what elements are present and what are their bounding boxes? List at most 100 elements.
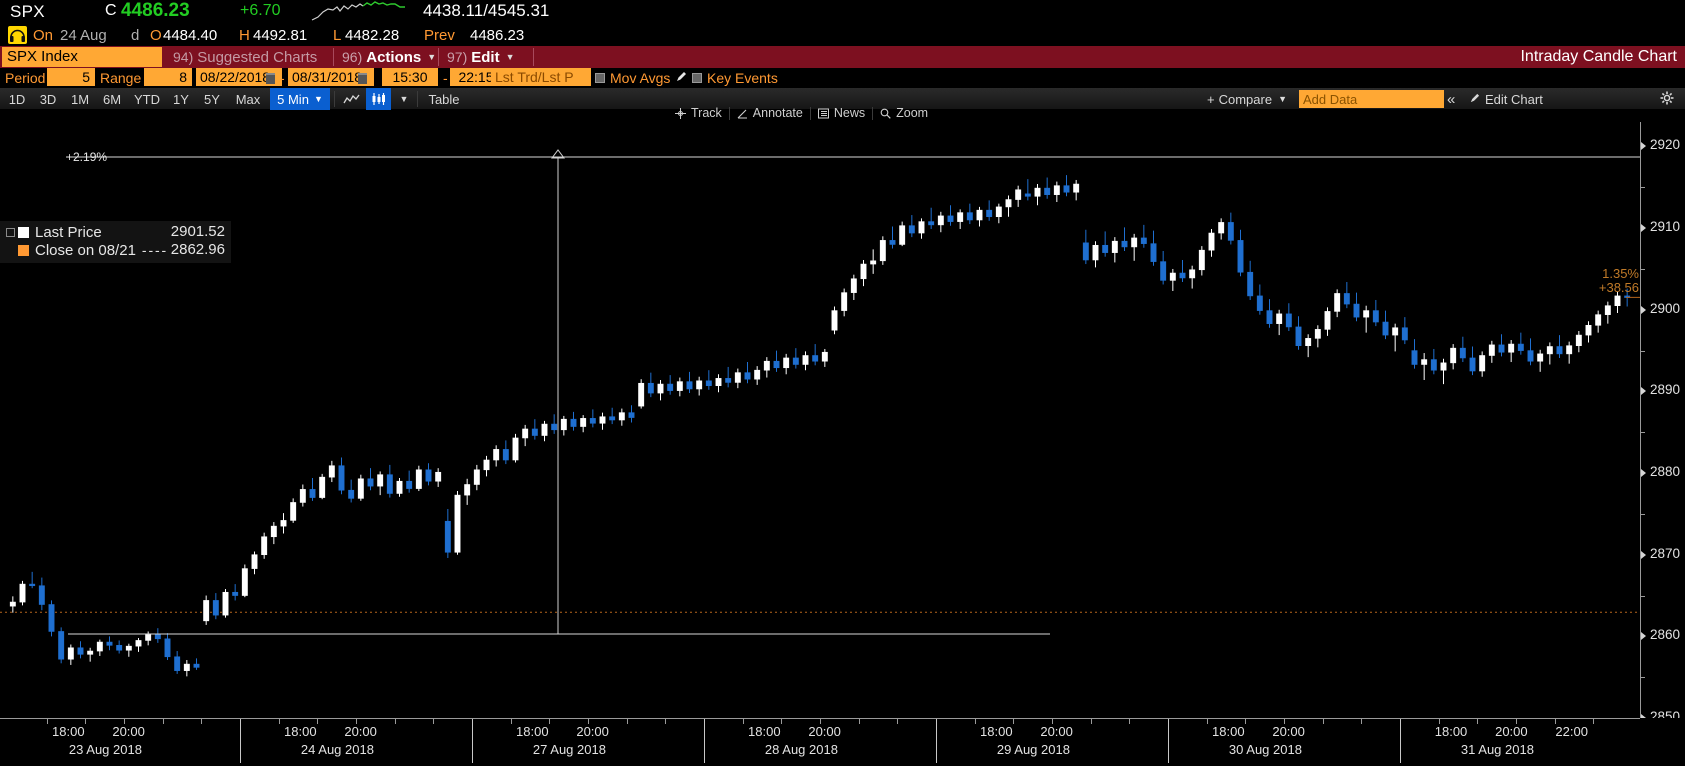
date-tick-label: 30 Aug 2018 xyxy=(1228,742,1302,757)
edit-menu[interactable]: 97) Edit ▼ xyxy=(447,47,515,67)
chart-type-more-button[interactable]: ▼ xyxy=(393,88,415,110)
price-minor-tick xyxy=(1640,513,1645,515)
time-tick-label: 18:00 xyxy=(1434,724,1468,739)
time-minor-tick xyxy=(588,719,589,724)
key-events-label: Key Events xyxy=(707,70,778,86)
period-input[interactable]: 5 xyxy=(47,68,95,86)
period-label: Period xyxy=(2,68,49,88)
ticker-input[interactable]: SPX Index xyxy=(2,47,162,67)
end-date-value: 08/31/2018 xyxy=(292,69,363,85)
chart-legend[interactable]: Last Price 2901.52 Close on 08/21 - - - … xyxy=(0,221,231,263)
mov-avgs-toggle[interactable]: Mov Avgs xyxy=(595,68,687,88)
crosshair-icon xyxy=(675,107,686,119)
time-minor-tick xyxy=(897,719,899,724)
price-tick-arrow xyxy=(1641,305,1646,314)
headphones-icon[interactable] xyxy=(8,26,27,44)
date-range-dash: - xyxy=(280,70,285,86)
price-axis: 2920 2910 2900 2890 2880 2870 2860 2850 1.35% +… xyxy=(1599,122,1685,724)
chevron-down-icon: ▼ xyxy=(427,52,437,62)
suggested-charts-menu[interactable]: 94) Suggested Charts xyxy=(173,47,317,67)
price-tick-label: 2910 xyxy=(1650,219,1681,235)
tree-expand-icon[interactable] xyxy=(6,227,15,237)
toolbar-divider-1 xyxy=(334,91,335,107)
range-button-ytd[interactable]: YTD xyxy=(134,91,160,107)
prev-label: Prev xyxy=(424,27,455,44)
start-time-input[interactable]: 15:30 xyxy=(382,68,438,86)
price-tick-arrow xyxy=(1641,224,1646,233)
chart-plot-area[interactable] xyxy=(0,122,1640,718)
chevron-down-icon: ▼ xyxy=(505,52,515,62)
add-data-input[interactable]: Add Data xyxy=(1299,90,1444,108)
price-tick-label: 2870 xyxy=(1650,545,1681,561)
actions-menu[interactable]: 96) Actions ▼ xyxy=(342,47,436,67)
time-minor-tick xyxy=(433,719,435,724)
magnifier-icon xyxy=(880,108,891,119)
track-tool[interactable]: Track xyxy=(668,105,729,122)
legend-row-close-on[interactable]: Close on 08/21 - - - - xyxy=(6,240,166,260)
session-divider xyxy=(704,719,705,763)
security-ticker: SPX xyxy=(10,2,45,21)
time-minor-tick xyxy=(394,719,396,724)
range-toolbar: 1D 3D 1M 6M YTD 1Y 5Y Max 5 Min ▼ ▼ Tabl… xyxy=(0,88,1685,110)
date-tick-label: 31 Aug 2018 xyxy=(1460,742,1534,757)
start-date-input[interactable]: 08/22/2018 xyxy=(196,68,282,86)
session-divider xyxy=(1168,719,1169,763)
line-chart-type-button[interactable] xyxy=(337,88,365,110)
legend-color-swatch xyxy=(18,226,29,238)
pencil-icon[interactable] xyxy=(675,70,687,86)
collapse-panel-button[interactable]: « xyxy=(1447,88,1455,110)
time-tick-label: 22:00 xyxy=(1555,724,1588,739)
price-source-select[interactable]: Lst Trd/Lst P xyxy=(491,68,591,86)
time-minor-tick xyxy=(278,719,280,724)
price-tick-arrow xyxy=(1641,469,1646,478)
range-button-1y[interactable]: 1Y xyxy=(173,91,189,107)
range-button-1m[interactable]: 1M xyxy=(70,91,90,107)
price-tick-label: 2880 xyxy=(1650,464,1681,480)
prev-value: 4486.23 xyxy=(470,27,525,44)
gear-icon xyxy=(1660,91,1674,108)
actions-label: Actions xyxy=(366,48,422,66)
end-date-input[interactable]: 08/31/2018 xyxy=(288,68,374,86)
annotate-tool[interactable]: Annotate xyxy=(730,105,810,122)
add-data-placeholder: Add Data xyxy=(1303,91,1358,107)
range-button-1d[interactable]: 1D xyxy=(8,91,26,107)
legend-dash-style: - - - - xyxy=(141,242,166,258)
news-tool[interactable]: News xyxy=(811,105,872,122)
mov-avgs-checkbox[interactable] xyxy=(595,73,605,83)
legend-row-last-price[interactable]: Last Price xyxy=(6,222,102,242)
sparkline-icon xyxy=(310,0,410,26)
legend-label: Last Price xyxy=(35,223,102,241)
zoom-tool[interactable]: Zoom xyxy=(873,105,935,122)
header-d-label: d xyxy=(131,27,140,44)
table-button[interactable]: Table xyxy=(428,91,460,107)
interval-select[interactable]: 5 Min ▼ xyxy=(270,88,330,110)
range-input[interactable]: 8 xyxy=(144,68,192,86)
edit-chart-button[interactable]: Edit Chart xyxy=(1469,88,1543,110)
range-button-5y[interactable]: 5Y xyxy=(204,91,220,107)
chart-title: Intraday Candle Chart xyxy=(1520,48,1677,65)
time-minor-tick xyxy=(549,719,551,724)
end-date-calendar-icon[interactable] xyxy=(354,68,367,88)
news-icon xyxy=(817,108,829,119)
period-bar: Period 5 Range 8 08/22/2018 - 08/31/2018… xyxy=(0,68,1685,88)
compare-button[interactable]: + Compare ▼ xyxy=(1207,88,1287,110)
start-date-calendar-icon[interactable] xyxy=(262,68,275,88)
settings-button[interactable] xyxy=(1660,88,1674,110)
key-events-checkbox[interactable] xyxy=(692,73,702,83)
range-button-3d[interactable]: 3D xyxy=(39,91,57,107)
time-tick-label: 20:00 xyxy=(1272,724,1305,739)
range-button-max[interactable]: Max xyxy=(235,91,261,107)
date-tick-label: 23 Aug 2018 xyxy=(68,742,142,757)
time-tick-label: 18:00 xyxy=(284,724,317,739)
time-minor-tick xyxy=(1361,719,1363,724)
key-events-toggle[interactable]: Key Events xyxy=(692,68,778,88)
price-minor-tick xyxy=(1640,595,1645,597)
session-divider xyxy=(240,719,241,763)
time-minor-tick xyxy=(781,719,783,724)
candle-chart-type-button[interactable] xyxy=(366,88,391,110)
end-time-input[interactable]: 22:15 xyxy=(450,68,502,86)
annotate-label: Annotate xyxy=(752,106,803,120)
time-minor-tick xyxy=(85,719,87,724)
range-button-6m[interactable]: 6M xyxy=(102,91,122,107)
